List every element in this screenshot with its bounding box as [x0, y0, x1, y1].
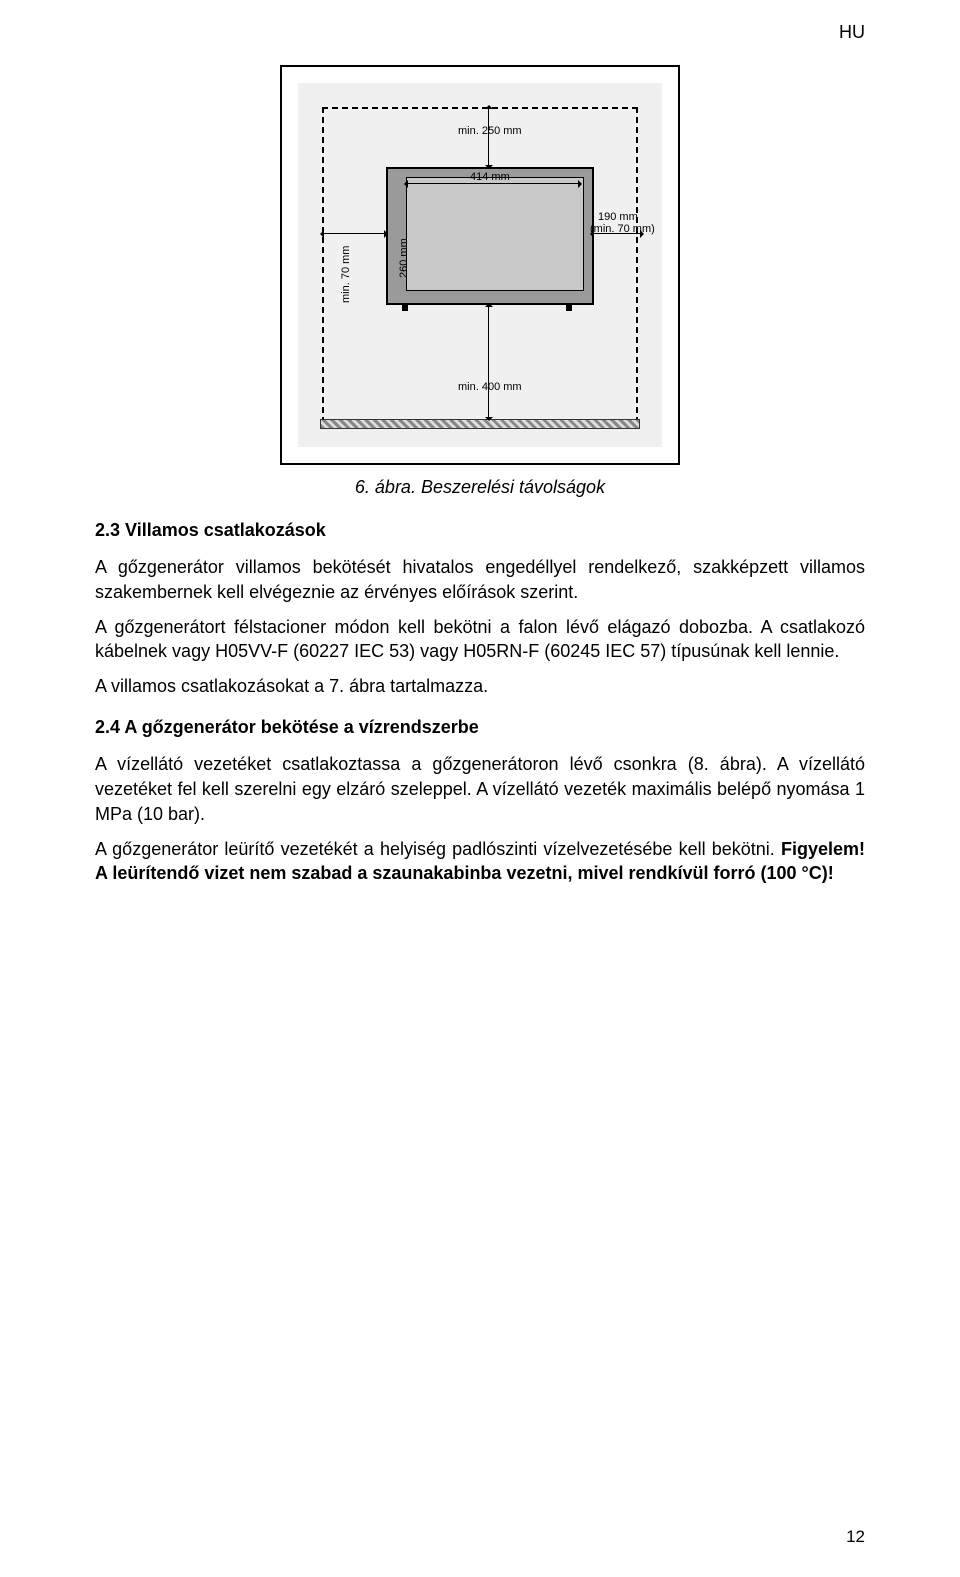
dim-label-left: min. 70 mm [340, 246, 352, 303]
paragraph: A vízellátó vezetéket csatlakoztassa a g… [95, 752, 865, 826]
diagram-inner: min. 250 mm 414 mm 260 mm min. 70 mm 190… [298, 83, 662, 447]
dim-label-right-top: 190 mm [598, 211, 638, 223]
device-body [386, 167, 594, 305]
paragraph: A gőzgenerátort félstacioner módon kell … [95, 615, 865, 665]
language-code: HU [839, 22, 865, 43]
page-number: 12 [846, 1527, 865, 1547]
paragraph: A villamos csatlakozásokat a 7. ábra tar… [95, 674, 865, 699]
figure-caption: 6. ábra. Beszerelési távolságok [95, 477, 865, 498]
device-foot [402, 305, 408, 311]
dim-label-right-bottom: (min. 70 mm) [590, 223, 655, 235]
floor-hatching [320, 419, 640, 429]
caption-number: 6. ábra. [355, 477, 416, 497]
paragraph: A gőzgenerátor villamos bekötését hivata… [95, 555, 865, 605]
dim-label-height: 260 mm [398, 238, 410, 278]
section-heading-1: 2.3 Villamos csatlakozások [95, 520, 865, 541]
caption-text: Beszerelési távolságok [421, 477, 605, 497]
dim-label-bottom: min. 400 mm [458, 381, 522, 393]
paragraph: A gőzgenerátor leürítő vezetékét a helyi… [95, 837, 865, 887]
paragraph-span: A gőzgenerátor leürítő vezetékét a helyi… [95, 839, 781, 859]
dim-label-top: min. 250 mm [458, 125, 522, 137]
dim-arrow-left [324, 233, 384, 234]
device-panel [406, 177, 584, 291]
dim-arrow-width [408, 183, 578, 184]
device-foot [566, 305, 572, 311]
clearance-diagram: min. 250 mm 414 mm 260 mm min. 70 mm 190… [280, 65, 680, 465]
dim-arrow-top [488, 109, 489, 165]
dim-arrow-bottom [488, 307, 489, 417]
dim-label-width: 414 mm [470, 171, 510, 183]
section-heading-2: 2.4 A gőzgenerátor bekötése a vízrendsze… [95, 717, 865, 738]
